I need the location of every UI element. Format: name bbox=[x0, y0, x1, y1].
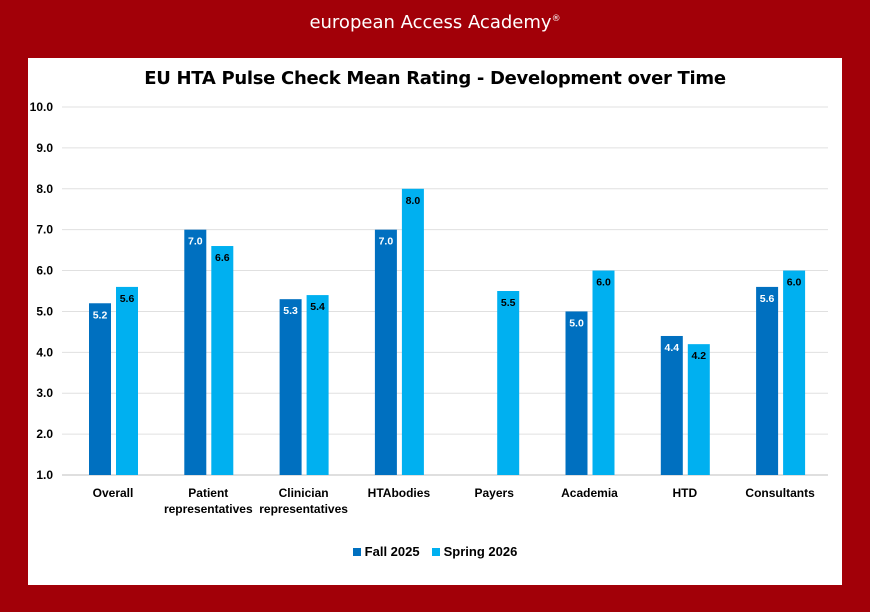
data-label: 5.3 bbox=[283, 305, 298, 317]
bar-fall-2025 bbox=[89, 303, 111, 475]
legend-swatch bbox=[431, 548, 440, 556]
y-tick-label: 2.0 bbox=[36, 427, 53, 441]
data-label: 7.0 bbox=[188, 236, 203, 248]
bar-spring-2026 bbox=[211, 246, 234, 475]
data-label: 5.2 bbox=[93, 309, 108, 321]
y-tick-label: 4.0 bbox=[36, 345, 53, 359]
bar-spring-2026 bbox=[592, 270, 615, 475]
data-label: 6.6 bbox=[215, 252, 230, 264]
x-tick-label: representatives bbox=[259, 502, 348, 516]
y-tick-label: 1.0 bbox=[36, 468, 53, 482]
legend: Fall 2025 Spring 2026 bbox=[0, 544, 870, 559]
bar-spring-2026 bbox=[783, 270, 806, 475]
data-label: 5.6 bbox=[120, 293, 135, 305]
brand-name: european Access Academy bbox=[309, 12, 552, 33]
x-tick-label: Academia bbox=[561, 486, 618, 500]
y-tick-label: 10.0 bbox=[30, 100, 54, 114]
data-label: 4.4 bbox=[664, 342, 679, 354]
bar-spring-2026 bbox=[116, 286, 138, 475]
bar-spring-2026 bbox=[497, 291, 520, 475]
bar-fall-2025 bbox=[279, 299, 302, 475]
y-tick-label: 5.0 bbox=[36, 304, 53, 318]
brand-logo: european Access Academy® bbox=[0, 12, 870, 33]
data-label: 5.6 bbox=[760, 293, 775, 305]
x-tick-label: Payers bbox=[475, 486, 515, 500]
legend-label: Spring 2026 bbox=[443, 544, 518, 559]
chart-panel bbox=[28, 58, 842, 585]
data-label: 5.0 bbox=[569, 317, 584, 329]
bar-spring-2026 bbox=[401, 188, 424, 475]
y-tick-label: 9.0 bbox=[36, 141, 53, 155]
x-tick-label: Clinician bbox=[279, 486, 329, 500]
data-label: 6.0 bbox=[787, 277, 802, 289]
bar-fall-2025 bbox=[184, 229, 207, 475]
data-label: 8.0 bbox=[406, 195, 421, 207]
legend-item: Spring 2026 bbox=[431, 544, 518, 559]
legend-label: Fall 2025 bbox=[364, 544, 420, 559]
bar-spring-2026 bbox=[687, 344, 710, 475]
x-tick-label: Patient bbox=[188, 486, 228, 500]
bar-fall-2025 bbox=[374, 229, 397, 475]
chart-title: EU HTA Pulse Check Mean Rating - Develop… bbox=[144, 68, 726, 89]
bar-spring-2026 bbox=[306, 295, 329, 475]
x-tick-label: Overall bbox=[93, 486, 134, 500]
x-tick-label: HTAbodies bbox=[368, 486, 431, 500]
legend-swatch bbox=[352, 548, 361, 556]
bar-fall-2025 bbox=[660, 335, 683, 475]
data-label: 4.2 bbox=[691, 350, 706, 362]
y-tick-label: 7.0 bbox=[36, 223, 53, 237]
legend-item: Fall 2025 bbox=[352, 544, 420, 559]
y-tick-label: 3.0 bbox=[36, 386, 53, 400]
bar-fall-2025 bbox=[565, 311, 588, 475]
data-label: 6.0 bbox=[596, 277, 611, 289]
data-label: 5.4 bbox=[310, 301, 325, 313]
bar-fall-2025 bbox=[756, 286, 779, 475]
y-tick-label: 8.0 bbox=[36, 182, 53, 196]
registered-mark: ® bbox=[551, 14, 561, 24]
y-tick-label: 6.0 bbox=[36, 264, 53, 278]
x-tick-label: Consultants bbox=[745, 486, 815, 500]
x-tick-label: HTD bbox=[672, 486, 697, 500]
x-tick-label: representatives bbox=[164, 502, 253, 516]
data-label: 5.5 bbox=[501, 297, 516, 309]
data-label: 7.0 bbox=[379, 236, 394, 248]
